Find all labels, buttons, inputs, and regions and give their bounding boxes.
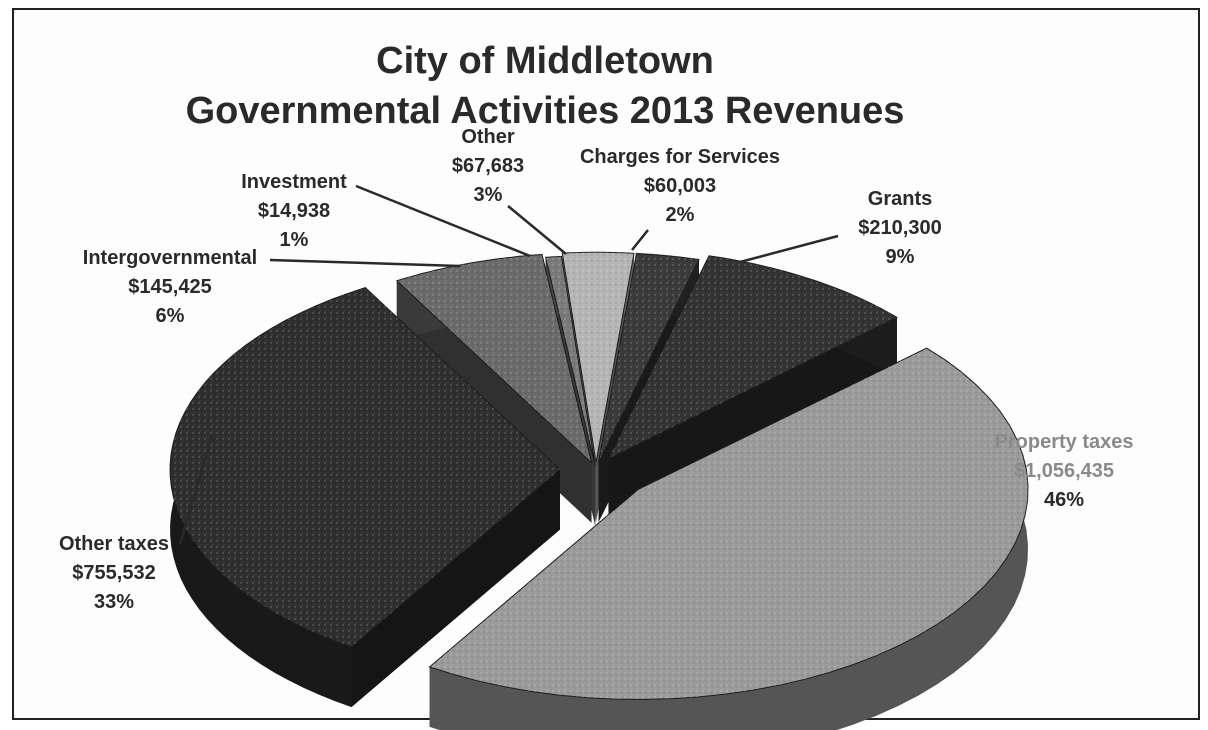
slice-value: $60,003 (643, 175, 717, 197)
slice-label-investment: Investment $14,938 1% (241, 168, 347, 255)
leader-line-grants (739, 234, 839, 264)
slice-name: Property taxes (994, 431, 1134, 453)
slice-texture (170, 287, 561, 648)
slice-texture (608, 255, 897, 459)
slice-label-intergovernmental: Intergovernmental $145,425 6% (83, 244, 257, 331)
slice-percent: 6% (155, 305, 185, 327)
slice-value: $14,938 (257, 200, 331, 222)
pie-slice-other-taxes (169, 287, 561, 708)
slice-texture (562, 252, 634, 463)
slice-texture (598, 253, 699, 463)
slice-percent: 2% (665, 204, 695, 226)
slice-texture (429, 348, 1029, 700)
leader-line-other (507, 205, 567, 255)
slice-name: Investment (241, 171, 347, 193)
slice-percent: 9% (885, 246, 915, 268)
slice-texture (396, 254, 592, 463)
chart-title-line1: City of Middletown (376, 40, 714, 82)
chart-title: City of Middletown Governmental Activiti… (0, 36, 1090, 136)
slice-percent: 1% (279, 229, 309, 251)
chart-title-line2: Governmental Activities 2013 Revenues (185, 90, 905, 132)
slice-value: $67,683 (451, 155, 525, 177)
slice-name: Other (461, 126, 515, 148)
slice-percent: 46% (1043, 489, 1085, 511)
slice-label-other-taxes: Other taxes $755,532 33% (59, 530, 169, 617)
slice-name: Other taxes (58, 533, 170, 555)
slice-percent: 33% (93, 591, 135, 613)
slice-value: $1,056,435 (1013, 460, 1115, 482)
slice-value: $755,532 (72, 562, 156, 584)
leader-line-other-taxes (178, 435, 214, 545)
slice-percent: 3% (473, 184, 503, 206)
leader-line-investment (355, 184, 531, 258)
leader-line-intergovernmental (269, 258, 461, 268)
slice-name: Grants (867, 188, 933, 210)
slice-side-wall (351, 469, 561, 708)
slice-value: $145,425 (128, 276, 212, 298)
slice-value: $210,300 (858, 217, 942, 239)
slice-label-charges-for-services: Charges for Services $60,003 2% (580, 143, 780, 230)
slice-label-property-taxes: Property taxes $1,056,435 46% (995, 428, 1134, 515)
slice-label-grants: Grants $210,300 9% (858, 185, 941, 272)
leader-line-charges-for-services (631, 229, 649, 251)
slice-name: Charges for Services (579, 146, 781, 168)
slice-name: Intergovernmental (82, 247, 258, 269)
pie-slice-property-taxes (428, 347, 1029, 730)
slice-texture (545, 256, 596, 466)
slice-label-other: Other $67,683 3% (452, 123, 524, 210)
